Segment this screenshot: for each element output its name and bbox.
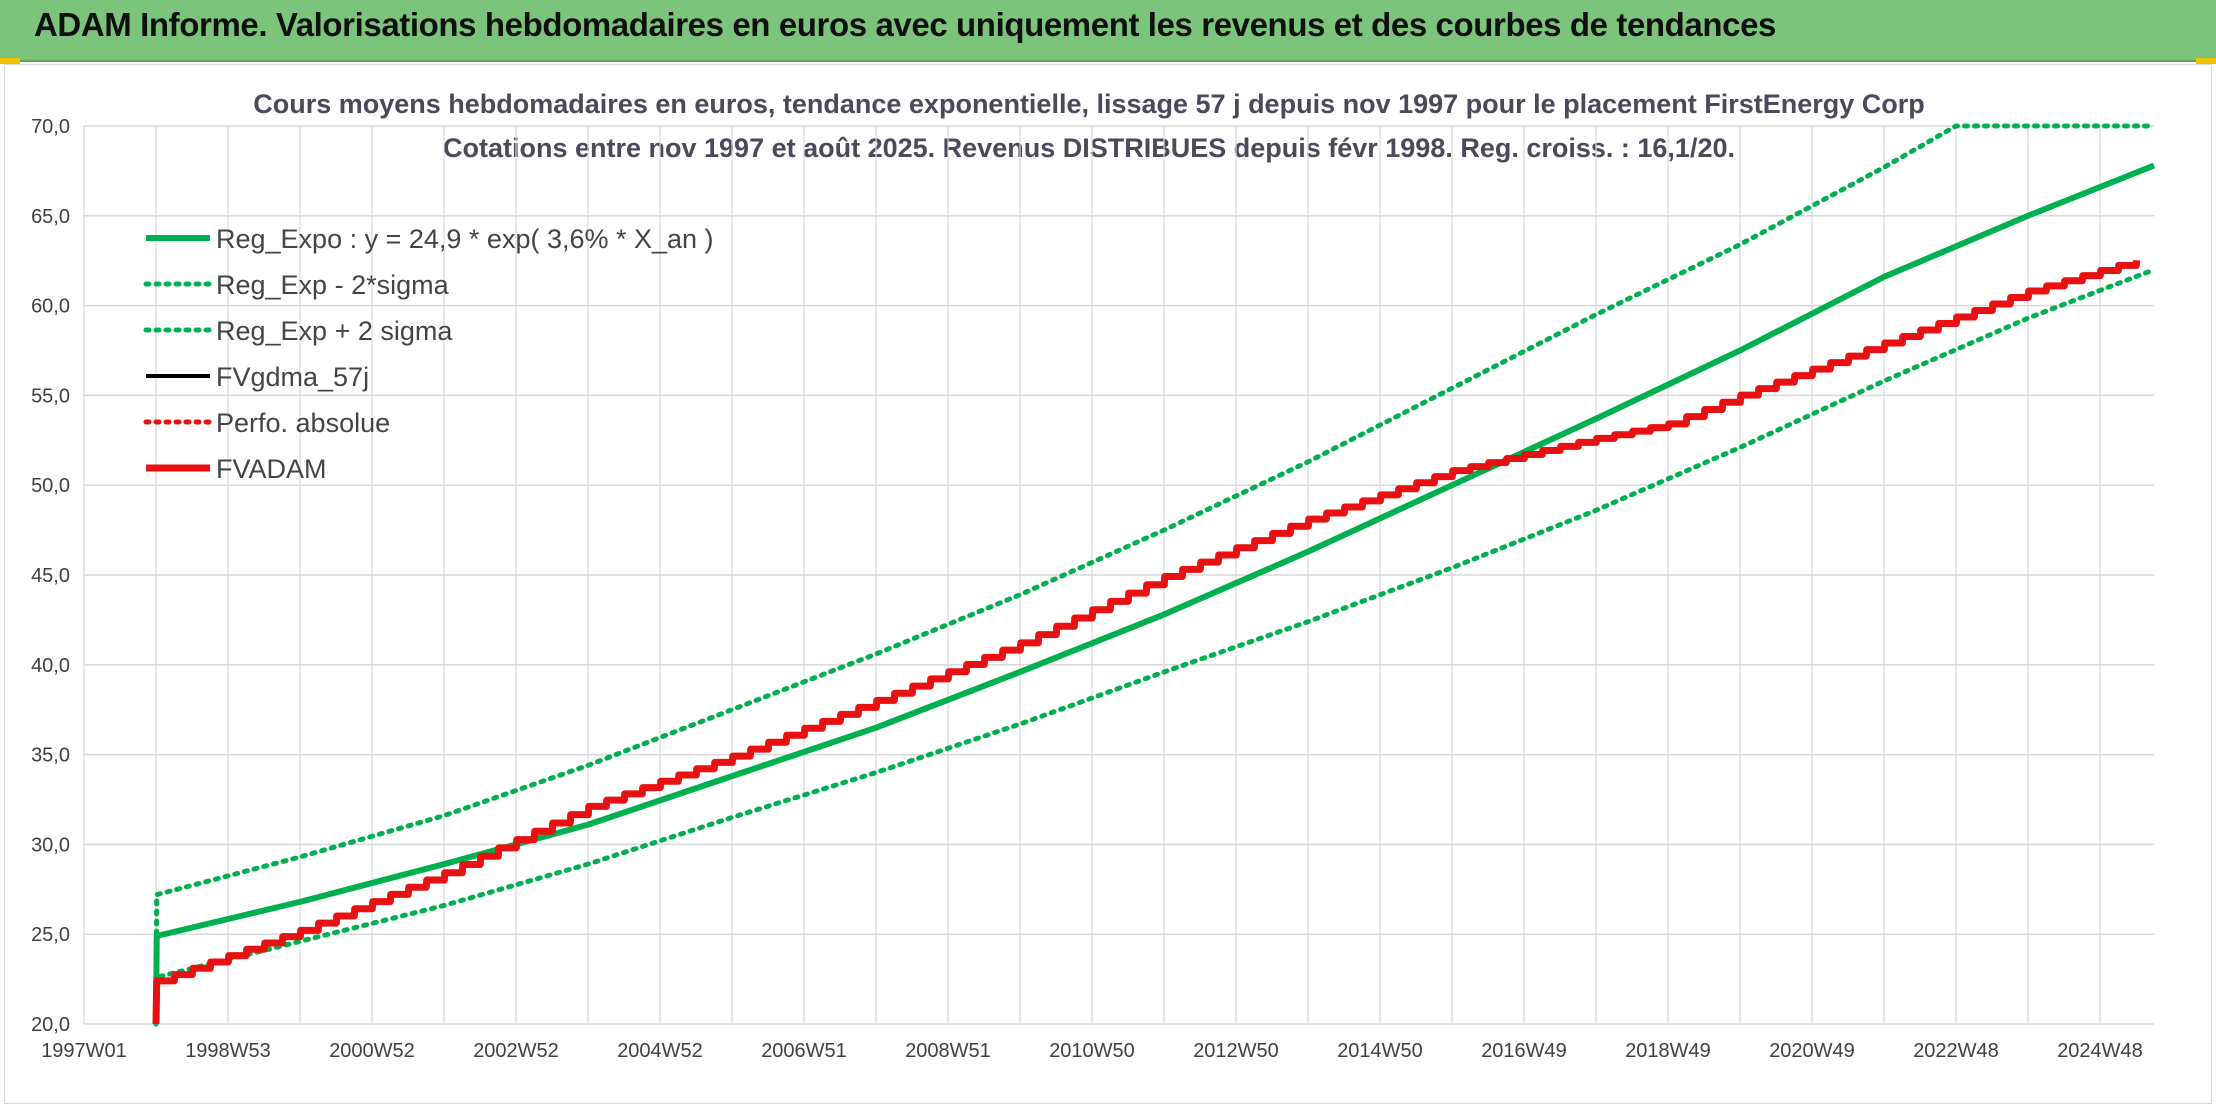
- y-tick-label: 70,0: [31, 116, 70, 138]
- x-tick-label: 2016W49: [1481, 1040, 1567, 1062]
- legend-label: Perfo. absolue: [216, 408, 390, 438]
- y-tick-label: 60,0: [31, 296, 70, 318]
- x-axis-ticks: 1997W01 1998W53 2000W52 2002W52 2004W52 2006W…: [41, 1040, 2143, 1062]
- x-tick-label: 2014W50: [1337, 1040, 1423, 1062]
- chart-legend: Reg_Expo : y = 24,9 * exp( 3,6% * X_an )…: [143, 224, 714, 484]
- report-title: ADAM Informe. Valorisations hebdomadaire…: [34, 6, 1776, 43]
- series-line-2: [153, 123, 2157, 1027]
- y-tick-label: 25,0: [31, 924, 70, 946]
- x-tick-label: 2020W49: [1769, 1040, 1855, 1062]
- y-tick-label: 45,0: [31, 565, 70, 587]
- x-tick-label: 2002W52: [473, 1040, 559, 1062]
- x-tick-label: 2010W50: [1049, 1040, 1135, 1062]
- y-axis-ticks: 20,0 25,0 30,0 35,0 40,0 45,0 50,0 55,0 60,0 65,0…: [31, 116, 70, 1036]
- series-line-1: [153, 267, 2157, 1027]
- legend-label: Reg_Expo : y = 24,9 * exp( 3,6% * X_an ): [216, 224, 714, 254]
- y-tick-label: 30,0: [31, 834, 70, 856]
- legend-label: Reg_Exp - 2*sigma: [216, 270, 450, 300]
- x-tick-label: 2022W48: [1913, 1040, 1999, 1062]
- x-tick-label: 2008W51: [905, 1040, 991, 1062]
- x-tick-label: 2024W48: [2057, 1040, 2143, 1062]
- grid-lines: [83, 125, 2154, 1025]
- chart-area: Cours moyens hebdomadaires en euros, ten…: [4, 64, 2212, 1104]
- report-banner: ADAM Informe. Valorisations hebdomadaire…: [0, 0, 2216, 62]
- series-line-5: [152, 259, 2141, 1025]
- y-tick-label: 65,0: [31, 206, 70, 228]
- corner-marker-left: [0, 58, 20, 64]
- chart-title: Cours moyens hebdomadaires en euros, ten…: [253, 89, 1925, 119]
- y-tick-label: 20,0: [31, 1014, 70, 1036]
- y-tick-label: 35,0: [31, 745, 70, 767]
- x-tick-label: 2000W52: [329, 1040, 415, 1062]
- x-tick-label: 2018W49: [1625, 1040, 1711, 1062]
- line-chart: Cours moyens hebdomadaires en euros, ten…: [31, 89, 2157, 1062]
- y-tick-label: 50,0: [31, 475, 70, 497]
- x-tick-label: 1997W01: [41, 1040, 127, 1062]
- series-line-0: [153, 162, 2156, 1025]
- y-tick-label: 55,0: [31, 385, 70, 407]
- legend-label: FVgdma_57j: [216, 362, 369, 392]
- plot-series: [152, 123, 2157, 1027]
- legend-label: FVADAM: [216, 454, 327, 484]
- x-tick-label: 2006W51: [761, 1040, 847, 1062]
- x-tick-label: 2012W50: [1193, 1040, 1279, 1062]
- corner-marker-right: [2196, 58, 2216, 64]
- legend-label: Reg_Exp + 2 sigma: [216, 316, 453, 346]
- x-tick-label: 1998W53: [185, 1040, 271, 1062]
- y-tick-label: 40,0: [31, 655, 70, 677]
- x-tick-label: 2004W52: [617, 1040, 703, 1062]
- chart-subtitle: Cotations entre nov 1997 et août 2025. R…: [443, 133, 1735, 163]
